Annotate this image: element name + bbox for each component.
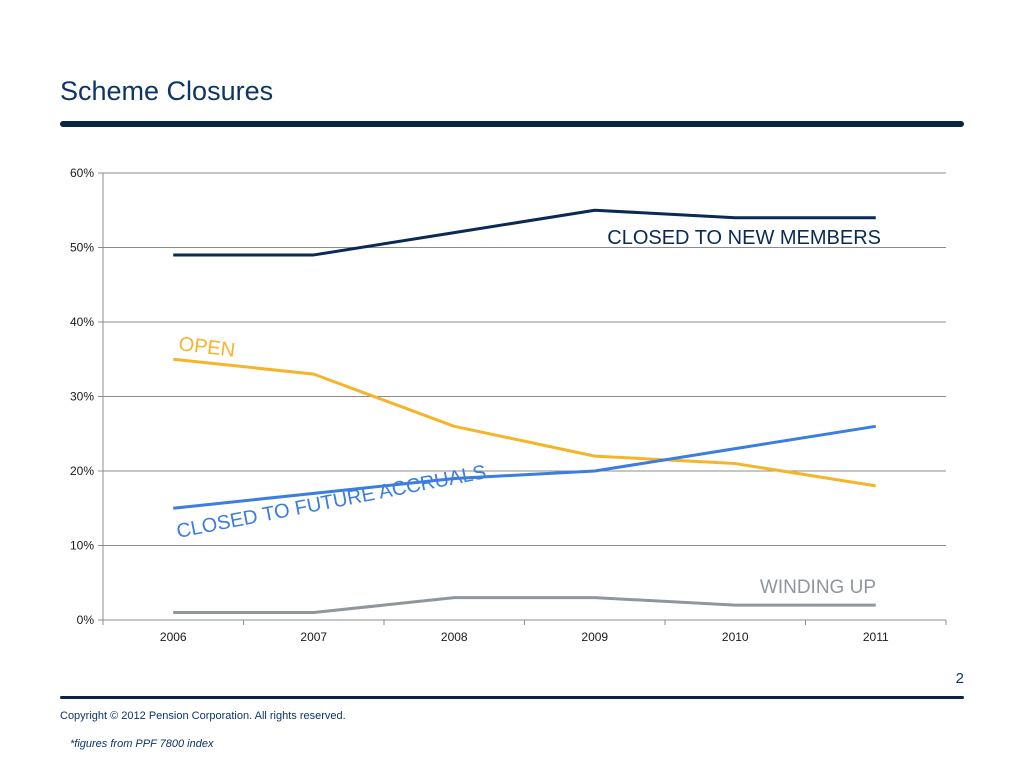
- slide-title: Scheme Closures: [60, 76, 274, 106]
- y-tick-label: 30%: [70, 390, 94, 404]
- title-divider: [60, 121, 964, 127]
- x-tick-label: 2006: [160, 630, 187, 644]
- series-label: CLOSED TO NEW MEMBERS: [607, 227, 881, 249]
- series-line: [173, 357, 876, 488]
- x-tick-label: 2009: [581, 630, 608, 644]
- footer-divider: [60, 696, 964, 699]
- x-tick-label: 2007: [300, 630, 327, 644]
- series-line: [173, 596, 876, 615]
- page-number: 2: [955, 670, 964, 687]
- copyright-text: Copyright © 2012 Pension Corporation. Al…: [60, 710, 346, 722]
- y-tick-label: 50%: [70, 241, 94, 255]
- footnote-text: *figures from PPF 7800 index: [70, 738, 214, 750]
- line-chart: 0% 10% 20% 30% 40% 50% 60% 2006 2007 2008 2009 2010…: [70, 166, 947, 644]
- y-tick-label: 20%: [70, 464, 94, 478]
- y-tick-label: 0%: [77, 613, 95, 627]
- series-line: [173, 208, 876, 257]
- y-tick-label: 10%: [70, 539, 94, 553]
- series-label: OPEN: [177, 333, 236, 362]
- series-label: WINDING UP: [760, 577, 876, 598]
- x-tick-label: 2011: [863, 630, 889, 644]
- series-line: [173, 424, 876, 510]
- x-tick-label: 2008: [441, 630, 468, 644]
- y-tick-label: 40%: [70, 315, 94, 329]
- y-tick-label: 60%: [70, 166, 94, 180]
- x-tick-label: 2010: [722, 630, 749, 644]
